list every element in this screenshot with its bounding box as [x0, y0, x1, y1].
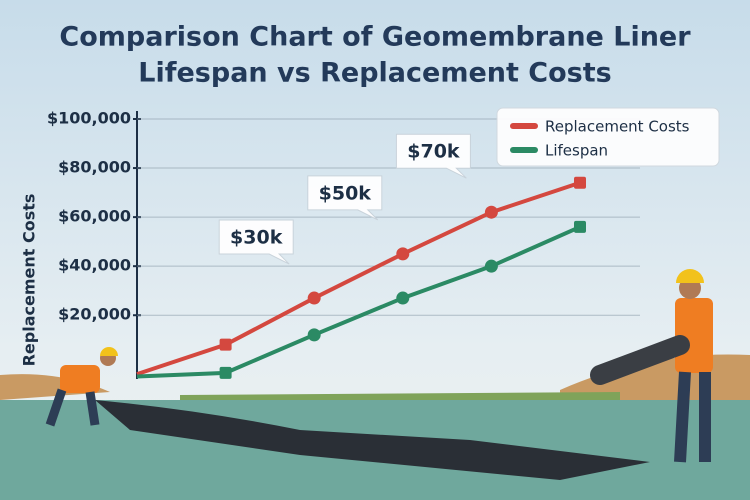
- point-marker: [219, 338, 232, 351]
- callout-label: $30k: [230, 227, 283, 249]
- series-line: [136, 180, 581, 376]
- y-tick-label: $60,000: [58, 207, 131, 226]
- point-marker: [307, 328, 321, 342]
- legend-label: Lifespan: [545, 142, 608, 160]
- chart-title: Comparison Chart of Geomembrane Liner: [59, 22, 691, 53]
- legend-label: Replacement Costs: [545, 118, 690, 136]
- callout-box: [307, 175, 383, 221]
- y-tick-label: $20,000: [58, 305, 131, 324]
- legend: Replacement Costs Lifespan: [496, 107, 720, 167]
- point-marker: [219, 366, 232, 379]
- point-marker: [307, 291, 321, 305]
- callout-box: [218, 219, 294, 265]
- y-tick-label: $100,000: [47, 109, 131, 128]
- callout-label: $70k: [407, 141, 460, 163]
- legend-box: [496, 107, 720, 167]
- y-axis-label: Replacement Costs: [20, 194, 39, 367]
- y-tick-label: $40,000: [58, 256, 131, 275]
- chart-title: Lifespan vs Replacement Costs: [138, 58, 611, 89]
- point-marker: [396, 291, 410, 305]
- callout: $70k: [395, 133, 471, 179]
- point-marker: [396, 247, 410, 261]
- y-tick-label: $80,000: [58, 158, 131, 177]
- callout: $30k: [218, 219, 294, 265]
- callout-box: [395, 133, 471, 179]
- point-marker: [484, 259, 498, 273]
- callout: $50k: [307, 175, 383, 221]
- series-line: [136, 225, 581, 379]
- worker-left: [45, 347, 118, 427]
- geomembrane: [95, 400, 650, 480]
- worker-right: [590, 269, 713, 463]
- point-marker: [574, 220, 586, 233]
- hill: [0, 374, 110, 400]
- point-marker: [484, 205, 498, 219]
- callout-label: $50k: [319, 182, 372, 204]
- point-marker: [574, 176, 586, 189]
